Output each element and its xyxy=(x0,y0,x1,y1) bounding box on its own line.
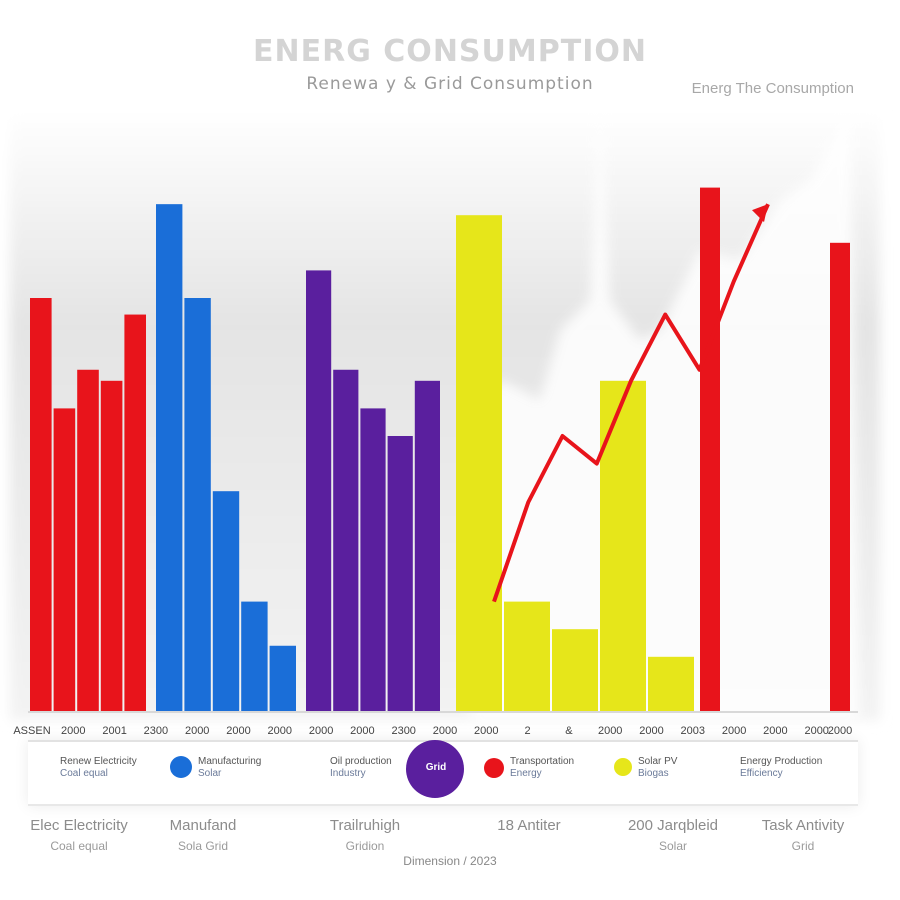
bar xyxy=(830,242,850,713)
bar xyxy=(241,601,268,712)
tick-label: ASSEN xyxy=(13,725,50,737)
caption-title: 18 Antiter xyxy=(497,817,561,834)
tick-label: 2000 xyxy=(804,725,828,737)
legend-item-label: Oil production xyxy=(330,756,392,767)
chart-title: ENERG CONSUMPTION xyxy=(253,34,647,69)
legend-item-label: Transportation xyxy=(510,756,575,767)
bar xyxy=(100,380,123,712)
bar xyxy=(124,314,146,712)
legend-item: Solar PV Biogas xyxy=(638,756,677,780)
bar xyxy=(156,204,183,712)
tick-label: 2000 xyxy=(433,725,457,737)
legend-item-label: Energy Production xyxy=(740,756,823,767)
tick-label: 2000 xyxy=(268,725,292,737)
bar xyxy=(414,380,440,712)
caption-title: Trailruhigh xyxy=(329,817,401,834)
trend-arrow-head xyxy=(752,204,768,223)
legend-item-sub: Biogas xyxy=(638,768,669,779)
bar xyxy=(600,380,646,712)
bar xyxy=(456,215,502,712)
tick-label: 2000 xyxy=(309,725,333,737)
bar xyxy=(269,645,296,712)
caption-sub: Gridion xyxy=(345,839,385,853)
trend-line xyxy=(492,203,770,603)
tick-label: 2300 xyxy=(144,725,168,737)
tick-label: 2000 xyxy=(226,725,250,737)
legend-item: Grid xyxy=(412,762,460,774)
tick-label: 2000 xyxy=(350,725,374,737)
legend-item-sub: Energy xyxy=(510,768,542,779)
legend-item: Energy Production Efficiency xyxy=(740,756,822,780)
tick-label: 2000 xyxy=(722,725,746,737)
tick-label: 2000 xyxy=(763,725,787,737)
category-caption: Manufand Sola Grid xyxy=(128,816,278,856)
tick-label: 2003 xyxy=(681,725,705,737)
tick-label: 2000 xyxy=(185,725,209,737)
tick-label: 2001 xyxy=(102,725,126,737)
bar xyxy=(30,298,52,712)
category-caption: Task Antivity Grid xyxy=(728,816,878,856)
tick-label: 2300 xyxy=(391,725,415,737)
legend-item-sub: Coal equal xyxy=(60,768,108,779)
caption-sub: Solar xyxy=(658,839,687,853)
category-caption: Trailruhigh Gridion xyxy=(290,816,440,856)
bar xyxy=(387,436,413,712)
tick-label: & xyxy=(565,725,573,737)
legend-dot-yellow xyxy=(614,758,632,776)
legend-item: Manufacturing Solar xyxy=(198,756,261,780)
legend-item: Renew Electricity Coal equal xyxy=(60,756,137,780)
bar xyxy=(700,187,720,713)
category-caption: Elec Electricity Coal equal xyxy=(4,816,154,856)
tick-label: 2000 xyxy=(61,725,85,737)
caption-title: Task Antivity xyxy=(761,817,845,834)
legend-item: Oil production Industry xyxy=(330,756,392,780)
legend-item-label: Manufacturing xyxy=(198,756,262,767)
bar xyxy=(306,270,332,712)
tick-label: 2000 xyxy=(639,725,663,737)
footer-note: Dimension / 2023 xyxy=(403,854,497,868)
legend-item-label: Solar PV xyxy=(638,756,678,767)
legend-item-label: Renew Electricity xyxy=(60,756,137,767)
caption-sub: Grid xyxy=(791,839,815,853)
caption-title: Elec Electricity xyxy=(30,817,128,834)
bar xyxy=(212,491,240,712)
caption-title: 200 Jarqbleid xyxy=(627,817,719,834)
legend-dot-purple xyxy=(406,740,464,798)
bar xyxy=(504,601,550,712)
tick-label: 2 xyxy=(525,725,531,737)
legend-item-sub: Solar xyxy=(198,768,222,779)
caption-sub: Coal equal xyxy=(50,839,108,853)
bar xyxy=(53,408,76,712)
bar xyxy=(552,629,598,712)
bar xyxy=(77,369,99,712)
legend-item-sub: Efficiency xyxy=(740,768,783,779)
legend-item-sub: Industry xyxy=(330,768,366,779)
tick-label: 2000 xyxy=(828,725,852,737)
caption-sub: Sola Grid xyxy=(177,839,229,853)
bar xyxy=(360,408,386,712)
legend-item: Transportation Energy xyxy=(510,756,574,780)
legend-dot-blue xyxy=(170,756,192,778)
category-caption: 18 Antiter xyxy=(454,816,604,836)
tick-label: 2000 xyxy=(598,725,622,737)
category-caption: 200 Jarqbleid Solar xyxy=(598,816,748,856)
side-title: Energ The Consumption xyxy=(691,80,854,97)
bar xyxy=(184,298,211,712)
bar xyxy=(333,369,359,712)
tick-label: 2000 xyxy=(474,725,498,737)
legend-item-label: Grid xyxy=(425,762,447,773)
bar xyxy=(648,656,694,712)
chart-subtitle: Renewa y & Grid Consumption xyxy=(306,74,594,94)
legend-dot-red xyxy=(484,758,504,778)
caption-title: Manufand xyxy=(169,817,237,834)
